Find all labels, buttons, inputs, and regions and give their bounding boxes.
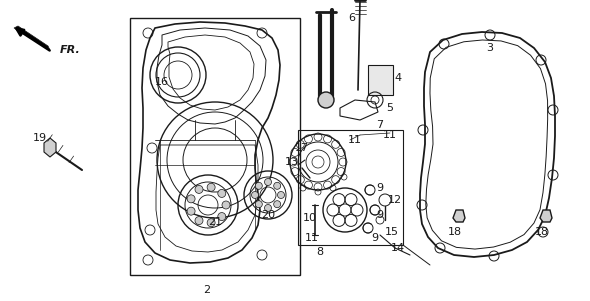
Circle shape	[207, 183, 215, 191]
Text: 7: 7	[376, 120, 384, 130]
Text: 11: 11	[348, 135, 362, 145]
Text: 8: 8	[316, 247, 323, 257]
Bar	[368, 65, 393, 95]
Text: 5: 5	[386, 103, 394, 113]
Text: 18: 18	[535, 227, 549, 237]
Polygon shape	[540, 210, 552, 222]
Polygon shape	[453, 210, 465, 222]
Circle shape	[187, 195, 195, 203]
Circle shape	[195, 185, 203, 194]
Circle shape	[195, 217, 203, 225]
Text: 16: 16	[155, 77, 169, 87]
Text: 13: 13	[285, 157, 299, 167]
Circle shape	[187, 207, 195, 215]
Text: 18: 18	[448, 227, 462, 237]
Text: 17: 17	[295, 143, 309, 153]
Text: 12: 12	[388, 195, 402, 205]
Text: 9: 9	[376, 183, 384, 193]
Circle shape	[277, 191, 284, 198]
Text: 9: 9	[376, 210, 384, 220]
Circle shape	[255, 182, 263, 189]
Text: 21: 21	[208, 217, 222, 227]
Circle shape	[274, 201, 281, 208]
Bar	[130, 18, 300, 275]
Polygon shape	[14, 26, 50, 50]
Text: 3: 3	[487, 43, 493, 53]
Circle shape	[222, 201, 230, 209]
Circle shape	[207, 219, 215, 227]
Circle shape	[318, 92, 334, 108]
Text: 15: 15	[385, 227, 399, 237]
Circle shape	[255, 201, 263, 208]
Text: 6: 6	[349, 13, 356, 23]
Circle shape	[251, 191, 258, 198]
Polygon shape	[44, 138, 56, 157]
Text: FR.: FR.	[60, 45, 81, 55]
Text: 9: 9	[372, 233, 379, 243]
Circle shape	[274, 182, 281, 189]
Text: 10: 10	[303, 213, 317, 223]
Circle shape	[218, 189, 226, 197]
Circle shape	[218, 213, 226, 221]
Text: 2: 2	[204, 285, 211, 295]
Circle shape	[264, 178, 271, 185]
Text: 19: 19	[33, 133, 47, 143]
Bar	[298, 130, 403, 245]
Text: 20: 20	[261, 210, 275, 220]
Circle shape	[264, 204, 271, 212]
Text: 11: 11	[305, 233, 319, 243]
Text: 4: 4	[395, 73, 402, 83]
Text: 11: 11	[383, 130, 397, 140]
Text: 14: 14	[391, 243, 405, 253]
